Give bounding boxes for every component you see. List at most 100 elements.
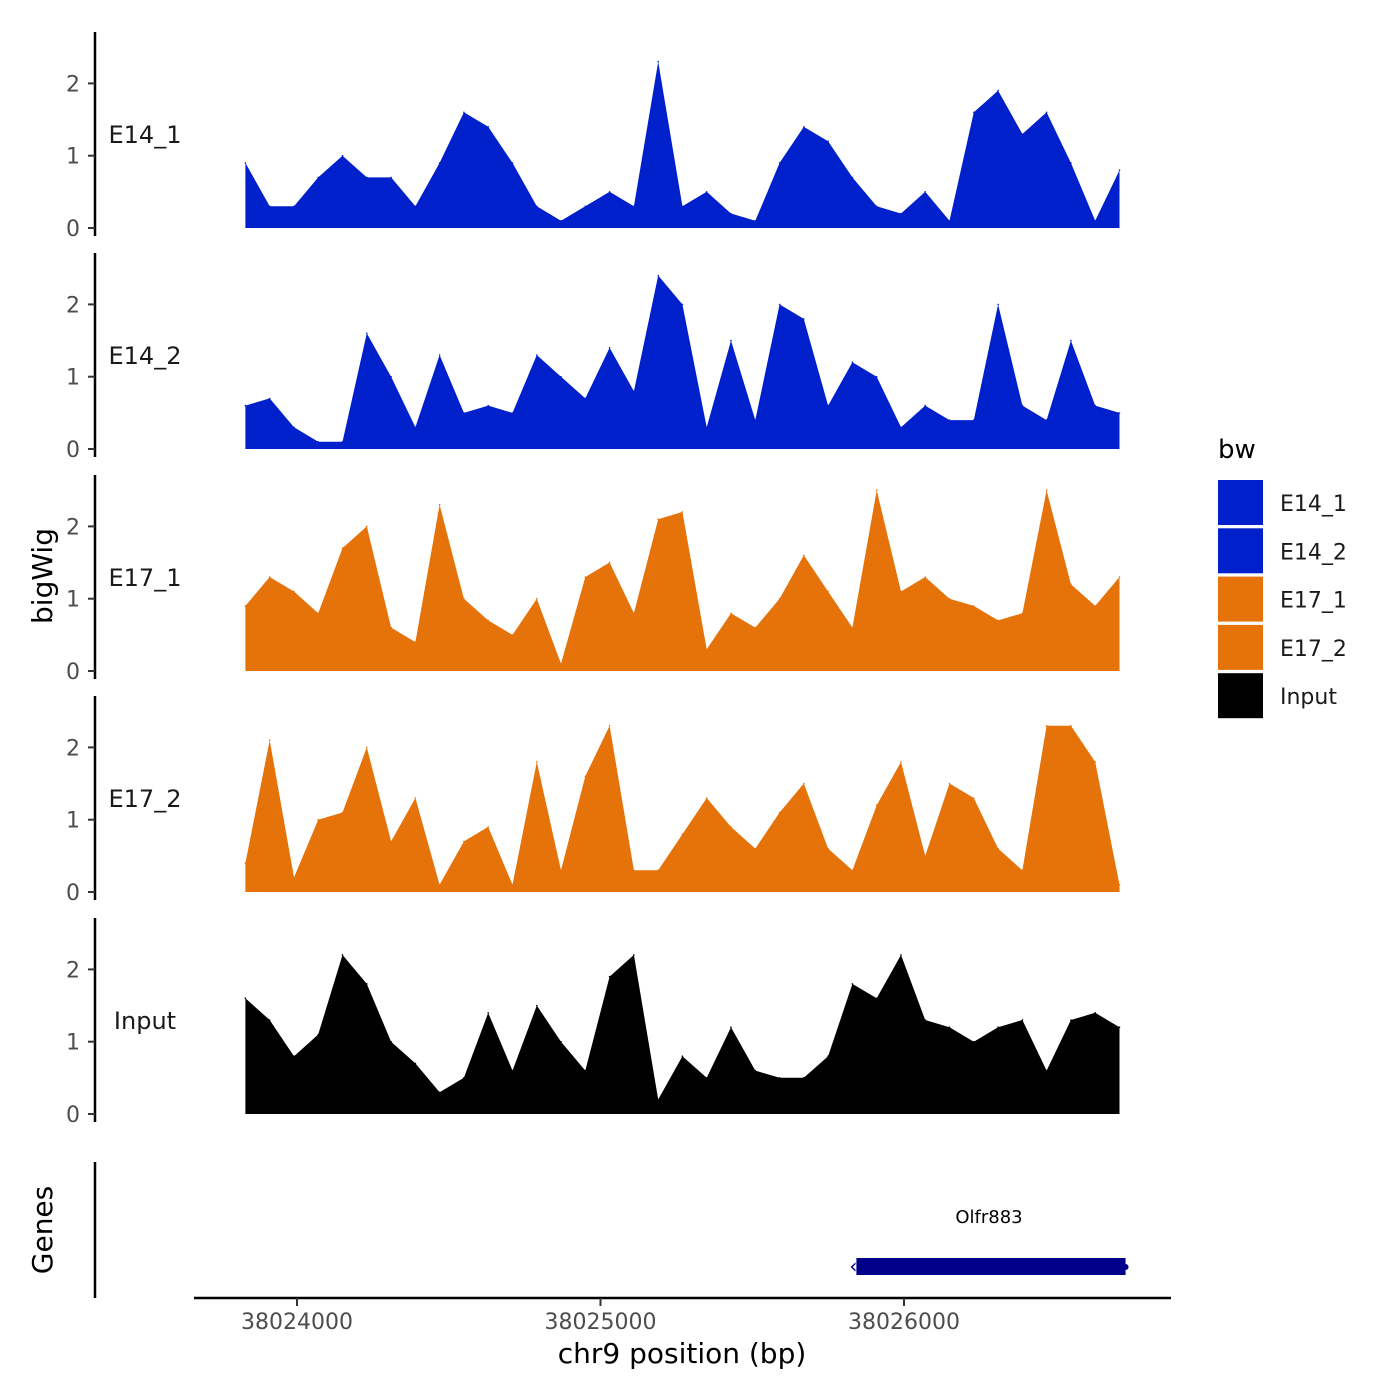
data-point bbox=[390, 1040, 392, 1043]
data-point bbox=[973, 797, 975, 799]
data-point bbox=[341, 954, 344, 956]
legend-swatch-e17_2 bbox=[1218, 624, 1263, 670]
y-tick-label: 2 bbox=[66, 958, 80, 983]
signal-area-e17_2 bbox=[245, 725, 1120, 892]
data-point bbox=[317, 176, 320, 179]
y-tick-label: 2 bbox=[66, 293, 80, 318]
data-point bbox=[487, 826, 490, 828]
data-point bbox=[754, 847, 757, 850]
data-point bbox=[1045, 1069, 1048, 1072]
data-point bbox=[1118, 1026, 1121, 1028]
data-point bbox=[681, 833, 684, 835]
data-point bbox=[1118, 169, 1121, 171]
x-axis-title: chr9 position (bp) bbox=[558, 1337, 807, 1370]
data-point bbox=[341, 154, 344, 157]
data-point bbox=[390, 375, 392, 378]
data-point bbox=[438, 884, 441, 886]
y-axis-title: bigWig bbox=[26, 528, 59, 624]
data-point bbox=[560, 375, 562, 378]
data-point bbox=[948, 419, 951, 421]
legend-swatch-e17_1 bbox=[1218, 576, 1263, 622]
data-point bbox=[560, 869, 562, 872]
data-point bbox=[1070, 583, 1072, 585]
data-point bbox=[438, 1091, 441, 1094]
data-point bbox=[803, 554, 805, 557]
data-point bbox=[268, 576, 271, 578]
data-point bbox=[390, 840, 392, 843]
y-tick-label: 0 bbox=[66, 1103, 80, 1128]
data-point bbox=[366, 746, 368, 749]
data-point bbox=[924, 1019, 926, 1021]
data-point bbox=[1070, 339, 1072, 342]
data-point bbox=[924, 191, 926, 193]
data-point bbox=[414, 205, 417, 208]
data-point bbox=[1094, 220, 1096, 222]
data-point bbox=[511, 1069, 514, 1072]
gene-end-marker bbox=[1122, 1264, 1129, 1270]
signal-area-input bbox=[245, 954, 1120, 1114]
gene-strand-arrow-icon: ‹ bbox=[849, 1254, 857, 1278]
track-label: E14_1 bbox=[109, 121, 182, 149]
data-point bbox=[851, 869, 854, 872]
data-point bbox=[803, 126, 805, 128]
data-point bbox=[438, 354, 441, 356]
data-point bbox=[608, 561, 611, 564]
data-point bbox=[948, 1026, 951, 1028]
legend-label: E14_1 bbox=[1280, 492, 1347, 517]
data-point bbox=[851, 626, 854, 629]
data-point bbox=[341, 547, 344, 549]
track-e14_1: 0 1 2 E14_1 bbox=[66, 32, 1121, 242]
x-tick-label: 38026000 bbox=[848, 1310, 960, 1335]
data-point bbox=[1070, 162, 1072, 164]
gene-olfr883: ‹ Olfr883 bbox=[849, 1207, 1129, 1278]
data-point bbox=[948, 782, 951, 785]
data-point bbox=[536, 1004, 538, 1007]
data-point bbox=[560, 1040, 562, 1043]
data-point bbox=[317, 818, 320, 821]
data-point bbox=[657, 869, 659, 872]
track-label: E17_1 bbox=[109, 564, 182, 592]
data-point bbox=[414, 641, 417, 643]
legend-swatch-e14_2 bbox=[1218, 528, 1263, 574]
data-point bbox=[803, 318, 805, 320]
data-point bbox=[997, 847, 999, 850]
data-point bbox=[487, 126, 490, 128]
data-point bbox=[366, 332, 368, 335]
data-point bbox=[1118, 412, 1121, 414]
data-point bbox=[997, 89, 999, 92]
y-tick-label: 1 bbox=[66, 1031, 80, 1056]
data-point bbox=[827, 1055, 829, 1057]
data-point bbox=[827, 140, 829, 142]
data-point bbox=[317, 441, 320, 443]
data-point bbox=[511, 884, 514, 886]
data-point bbox=[1118, 884, 1121, 886]
data-point bbox=[875, 997, 878, 1000]
legend-label: E14_2 bbox=[1280, 540, 1347, 565]
data-point bbox=[900, 426, 902, 429]
data-point bbox=[438, 503, 441, 506]
data-point bbox=[293, 590, 295, 593]
data-point bbox=[924, 855, 926, 857]
data-point bbox=[730, 826, 732, 828]
data-point bbox=[1021, 1019, 1024, 1021]
data-point bbox=[1045, 724, 1048, 727]
data-point bbox=[608, 724, 611, 727]
y-tick-label: 1 bbox=[66, 366, 80, 391]
data-point bbox=[973, 1040, 975, 1043]
track-e17_1: 0 1 2 E17_1 bbox=[66, 475, 1121, 685]
data-point bbox=[584, 397, 587, 400]
y-tick-label: 1 bbox=[66, 809, 80, 834]
y-tick-label: 0 bbox=[66, 881, 80, 906]
data-point bbox=[560, 663, 562, 665]
data-point bbox=[1094, 605, 1096, 607]
data-point bbox=[268, 205, 271, 208]
legend-label: Input bbox=[1280, 685, 1337, 710]
data-point bbox=[487, 1012, 490, 1014]
data-point bbox=[1094, 1012, 1096, 1014]
data-point bbox=[633, 869, 635, 872]
data-point bbox=[608, 975, 611, 978]
x-tick-label: 38024000 bbox=[241, 1310, 353, 1335]
data-point bbox=[293, 876, 295, 879]
y-tick-label: 1 bbox=[66, 145, 80, 170]
data-point bbox=[973, 419, 975, 421]
